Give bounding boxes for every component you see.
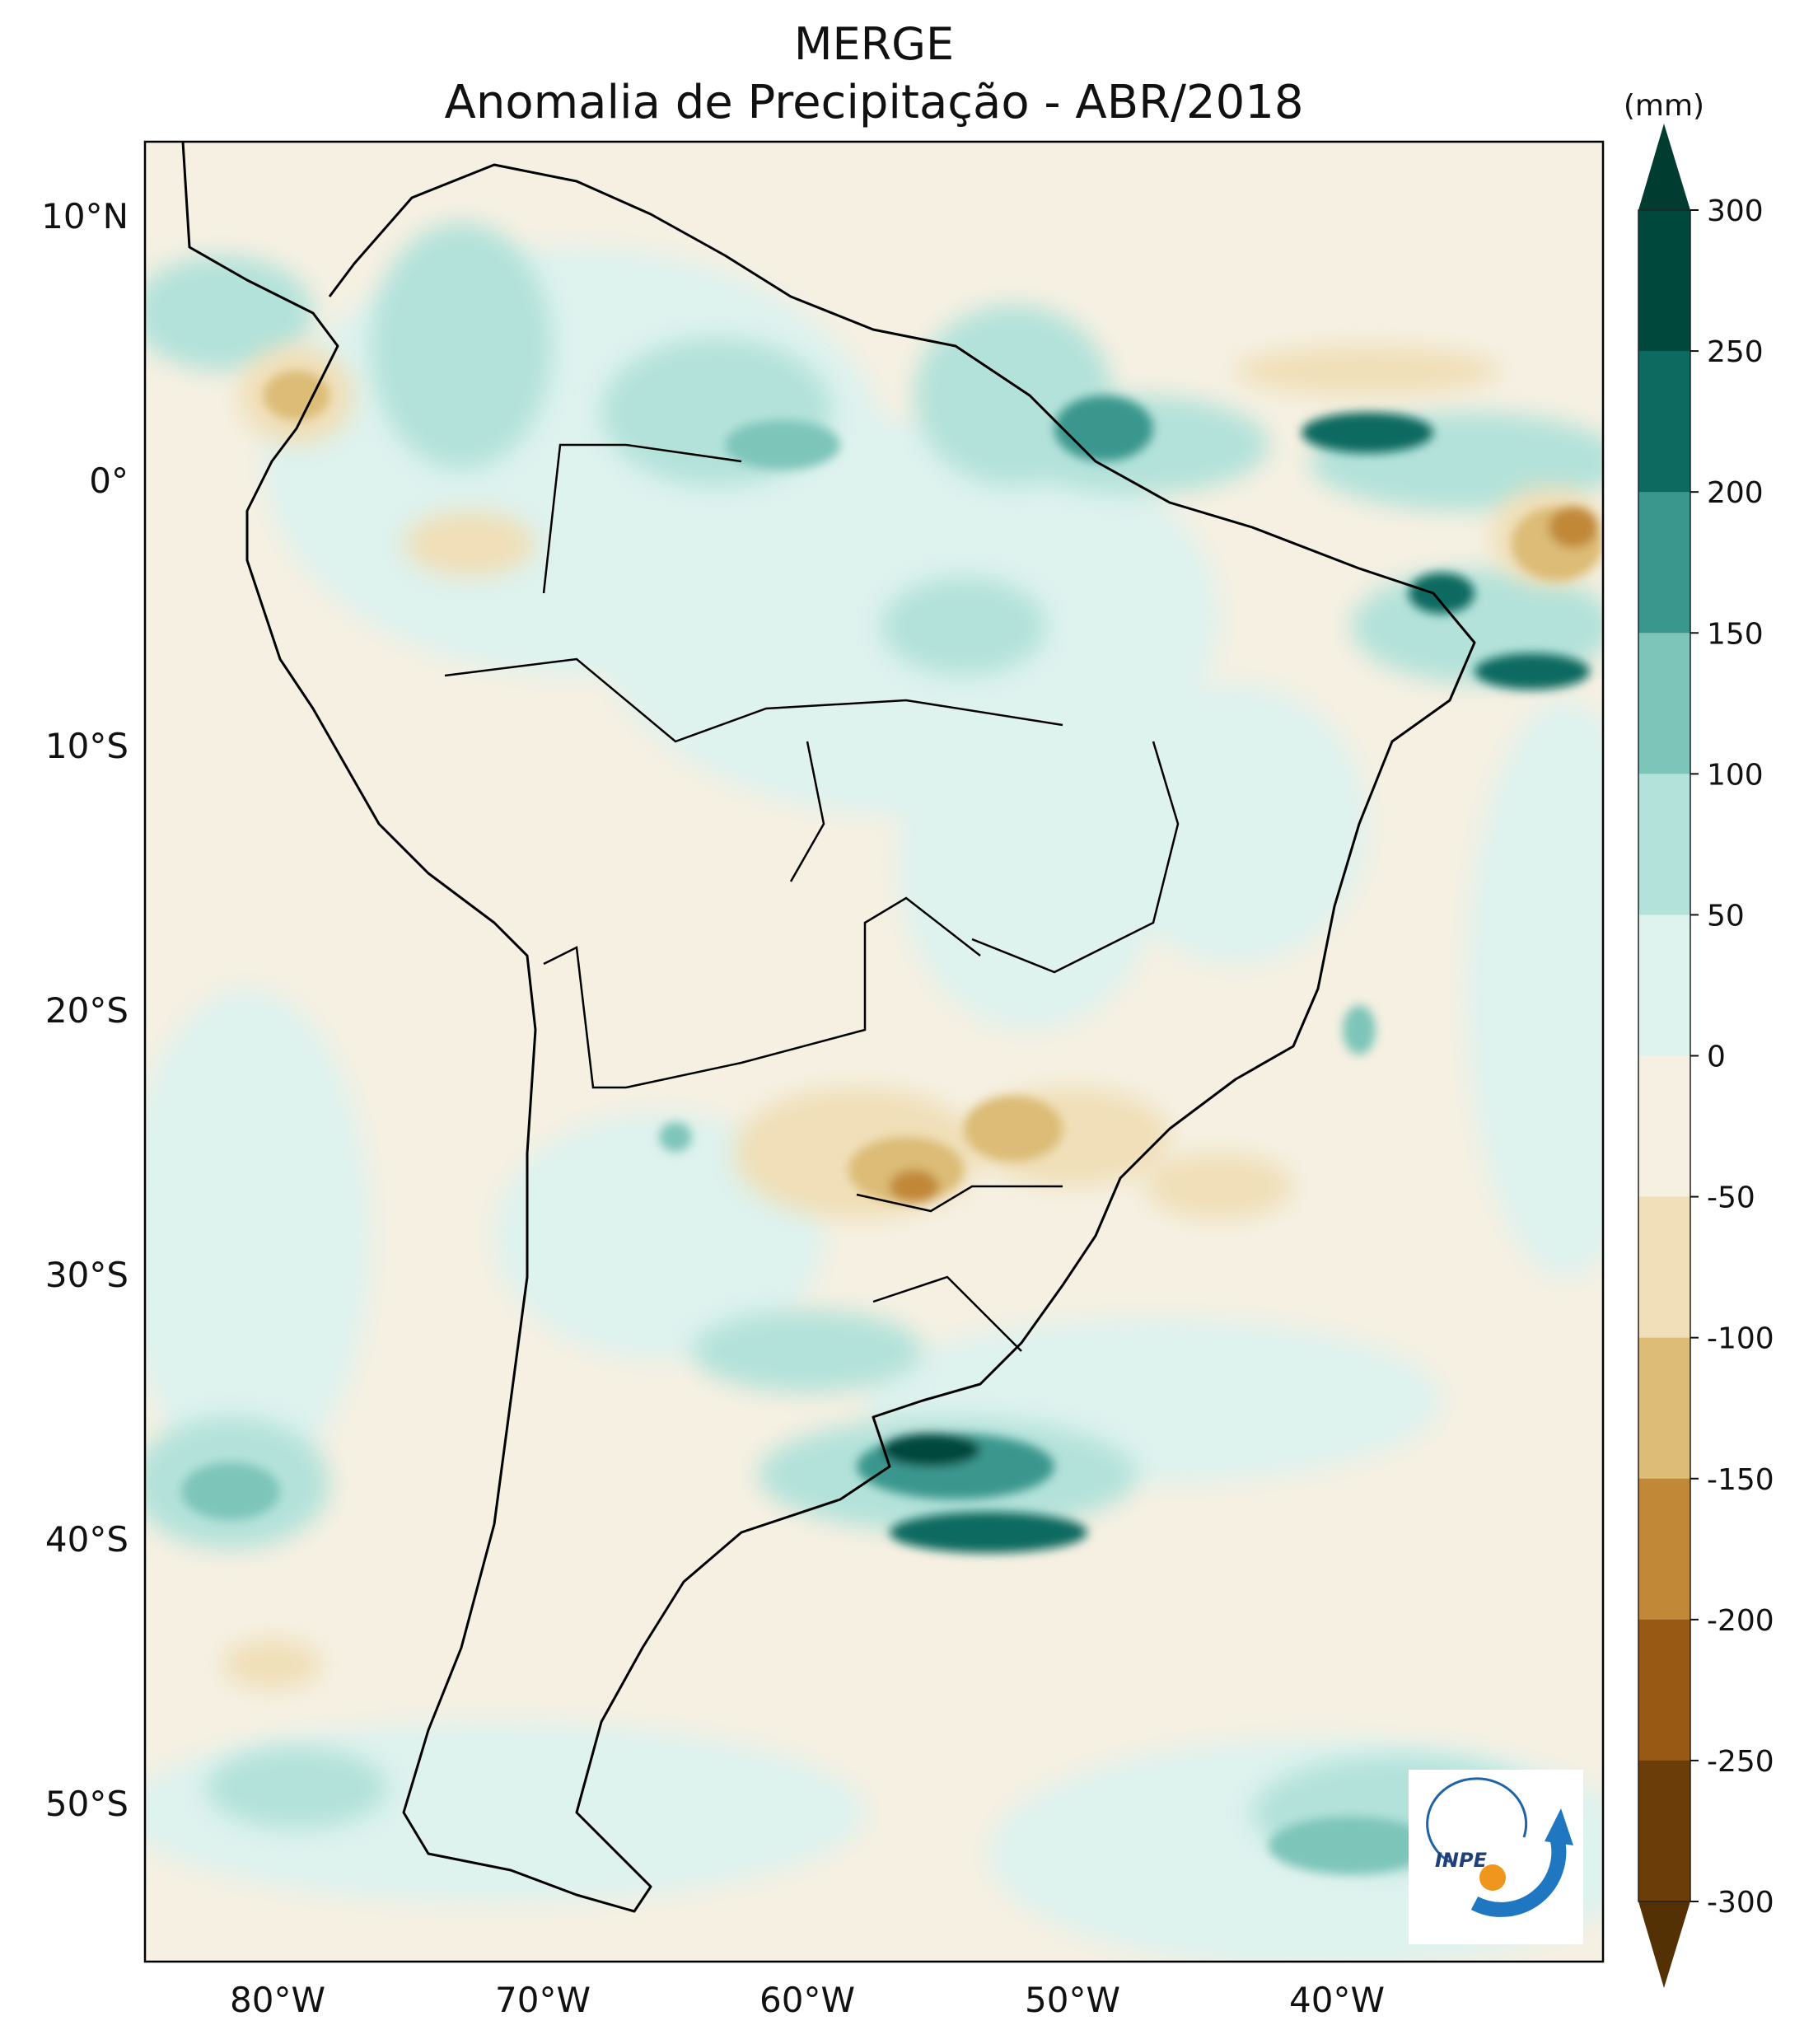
colorbar-tick-label: -200: [1707, 1604, 1774, 1638]
colorbar-band: [1638, 914, 1690, 1056]
lon-tick-80w: 80°W: [230, 1980, 325, 2020]
anomaly-field: [145, 222, 1603, 1962]
colorbar-tick-label: 0: [1707, 1041, 1726, 1074]
colorbar-tick-label: 100: [1707, 758, 1764, 792]
inpe-logo: INPE: [1409, 1770, 1583, 1944]
lat-tick-30s: 30°S: [45, 1255, 129, 1295]
lat-tick-40s: 40°S: [45, 1519, 129, 1560]
lat-tick-10n: 10°N: [41, 196, 129, 236]
colorbar-over-triangle: [1638, 124, 1690, 210]
coastline: [181, 142, 1476, 1913]
lon-tick-50w: 50°W: [1025, 1980, 1120, 2020]
colorbar-band: [1638, 633, 1690, 774]
colorbar-unit: (mm): [1624, 89, 1704, 123]
map-title-line2: Anomalia de Precipitação - ABR/2018: [444, 76, 1304, 129]
country-borders: [444, 443, 1180, 1352]
colorbar-band: [1638, 492, 1690, 634]
colorbar-tick-label: -50: [1707, 1181, 1755, 1215]
lon-tick-40w: 40°W: [1289, 1980, 1385, 2020]
colorbar-tick-label: -300: [1707, 1886, 1774, 1920]
colorbar-under-triangle: [1638, 1901, 1690, 1988]
lat-tick-10s: 10°S: [45, 726, 129, 766]
colorbar-band: [1638, 1337, 1690, 1480]
colorbar-band: [1638, 774, 1690, 915]
colorbar-tick-label: 150: [1707, 617, 1764, 651]
colorbar-tick-label: 250: [1707, 335, 1764, 369]
colorbar-band: [1638, 1055, 1690, 1198]
colorbar-tick-label: -250: [1707, 1745, 1774, 1779]
logo-text: INPE: [1435, 1849, 1488, 1872]
colorbar-band: [1638, 210, 1690, 352]
colorbar-tick-label: -100: [1707, 1322, 1774, 1356]
colorbar-tick-label: 300: [1707, 194, 1764, 228]
colorbar-tick-label: 200: [1707, 476, 1764, 510]
map-title-line1: MERGE: [793, 18, 955, 70]
colorbar: (mm) 300 250 200 150 100 50 0 -50 -100 -150 -200 -2…: [1624, 89, 1774, 1988]
colorbar-band: [1638, 1196, 1690, 1339]
colorbar-band: [1638, 1760, 1690, 1902]
colorbar-tick-label: -150: [1707, 1463, 1774, 1497]
colorbar-band: [1638, 1619, 1690, 1761]
lat-tick-50s: 50°S: [45, 1784, 129, 1824]
colorbar-band: [1638, 1478, 1690, 1621]
lat-tick-labels: 10°N 0° 10°S 20°S 30°S 40°S 50°S: [41, 196, 129, 1824]
lon-tick-60w: 60°W: [759, 1980, 855, 2020]
colorbar-band: [1638, 351, 1690, 493]
lat-tick-0: 0°: [89, 461, 129, 501]
lon-tick-70w: 70°W: [495, 1980, 591, 2020]
lat-tick-20s: 20°S: [45, 990, 129, 1031]
lon-tick-labels: 80°W 70°W 60°W 50°W 40°W: [230, 1980, 1385, 2020]
colorbar-tick-label: 50: [1707, 899, 1745, 933]
